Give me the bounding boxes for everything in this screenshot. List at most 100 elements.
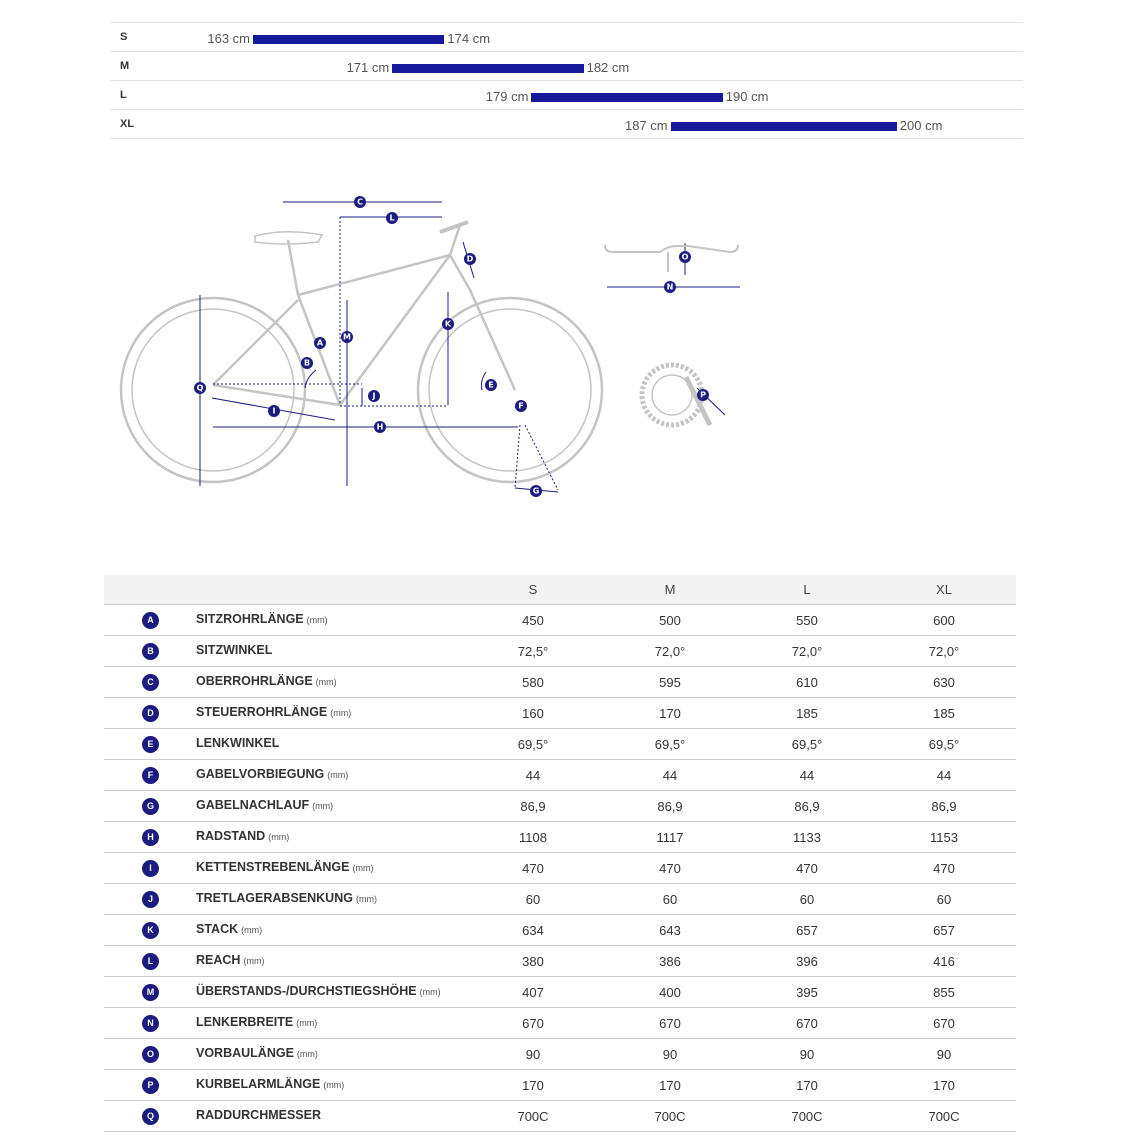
value-cell: 69,5°: [517, 737, 549, 752]
value-cell: 610: [796, 675, 818, 690]
value-cell: 500: [659, 613, 681, 628]
table-row: F GABELVORBIEGUNG (mm) 44 44 44 44: [104, 760, 1016, 791]
dimension-name: OBERROHRLÄNGE (mm): [196, 674, 337, 688]
table-row: B SITZWINKEL 72,5° 72,0° 72,0° 72,0°: [104, 636, 1016, 667]
marker: [314, 337, 326, 349]
value-cell: 380: [522, 954, 544, 969]
column-header: XL: [936, 582, 952, 597]
name-text: LENKWINKEL: [196, 736, 280, 750]
letter-badge: Q: [142, 1108, 159, 1125]
value-cell: 69,5°: [928, 737, 960, 752]
table-row: D STEUERROHRLÄNGE (mm) 160 170 185 185: [104, 698, 1016, 729]
unit: (mm): [296, 1049, 318, 1059]
table-row: O VORBAULÄNGE (mm) 90 90 90 90: [104, 1039, 1016, 1070]
marker: [368, 390, 380, 402]
value-cell: 470: [659, 861, 681, 876]
letter-badge: I: [142, 860, 159, 877]
frame: [212, 220, 517, 407]
unit: (mm): [306, 615, 328, 625]
value-cell: 170: [659, 706, 681, 721]
value-cell: 1133: [793, 830, 821, 845]
value-cell: 450: [522, 613, 544, 628]
value-cell: 86,9: [657, 799, 683, 814]
name-text: ÜBERSTANDS-/DURCHSTIEGSHÖHE: [196, 984, 417, 998]
value-cell: 670: [933, 1016, 955, 1031]
min-height-label: 179 cm: [485, 89, 529, 104]
marker: [386, 212, 398, 224]
dimension-name: REACH (mm): [196, 953, 264, 967]
value-cell: 86,9: [931, 799, 957, 814]
letter-badge: F: [142, 767, 159, 784]
dimension-name: STEUERROHRLÄNGE (mm): [196, 705, 351, 719]
marker: [679, 251, 691, 263]
value-cell: 670: [796, 1016, 818, 1031]
value-cell: 386: [659, 954, 681, 969]
value-cell: 416: [933, 954, 955, 969]
letter-badge: A: [142, 612, 159, 629]
marker: [301, 357, 313, 369]
value-cell: 643: [659, 923, 681, 938]
table-row: I KETTENSTREBENLÄNGE (mm) 470 470 470 470: [104, 853, 1016, 884]
value-cell: 407: [522, 985, 544, 1000]
value-cell: 60: [525, 892, 541, 907]
value-cell: 700C: [517, 1109, 549, 1124]
letter-badge: H: [142, 829, 159, 846]
max-height-label: 200 cm: [899, 118, 943, 133]
value-cell: 44: [525, 768, 541, 783]
letter-badge: J: [142, 891, 159, 908]
value-cell: 550: [796, 613, 818, 628]
rear-rim: [131, 308, 295, 472]
unit: (mm): [327, 770, 349, 780]
name-text: REACH: [196, 953, 241, 967]
letter-badge: G: [142, 798, 159, 815]
table-row: L REACH (mm) 380 386 396 416: [104, 946, 1016, 977]
unit: (mm): [355, 894, 377, 904]
table-row: H RADSTAND (mm) 1108 1117 1133 1153: [104, 822, 1016, 853]
value-cell: 72,0°: [654, 644, 686, 659]
size-row: L 179 cm 190 cm: [110, 81, 1023, 110]
value-cell: 700C: [654, 1109, 686, 1124]
name-text: RADDURCHMESSER: [196, 1108, 322, 1122]
value-cell: 1153: [930, 830, 958, 845]
value-cell: 69,5°: [791, 737, 823, 752]
marker: [464, 253, 476, 265]
name-text: TRETLAGERABSENKUNG: [196, 891, 353, 905]
value-cell: 1108: [519, 830, 547, 845]
marker: [268, 405, 280, 417]
max-height-label: 174 cm: [447, 31, 491, 46]
column-header: L: [803, 582, 811, 597]
unit: (mm): [296, 1018, 318, 1028]
value-cell: 185: [796, 706, 818, 721]
table-row: J TRETLAGERABSENKUNG (mm) 60 60 60 60: [104, 884, 1016, 915]
value-cell: 60: [662, 892, 678, 907]
marker-letter: B: [304, 359, 310, 368]
letter-markers: A B C D E F G H I J K L M N O P Q: [194, 196, 709, 497]
value-cell: 170: [659, 1078, 681, 1093]
min-height-label: 163 cm: [207, 31, 250, 46]
dimension-name: GABELNACHLAUF (mm): [196, 798, 333, 812]
marker: [530, 485, 542, 497]
name-text: GABELNACHLAUF: [196, 798, 310, 812]
name-text: KURBELARMLÄNGE: [196, 1077, 321, 1091]
letter-badge: C: [142, 674, 159, 691]
value-cell: 44: [662, 768, 678, 783]
marker-letter: G: [533, 487, 540, 496]
table-row: P KURBELARMLÄNGE (mm) 170 170 170 170: [104, 1070, 1016, 1101]
table-header: S M L XL: [104, 575, 1016, 605]
value-cell: 170: [522, 1078, 544, 1093]
value-cell: 470: [933, 861, 955, 876]
name-text: SITZWINKEL: [196, 643, 273, 657]
front-rim: [428, 308, 592, 472]
marker: [341, 331, 353, 343]
unit: (mm): [241, 925, 263, 935]
letter-badge: N: [142, 1015, 159, 1032]
value-cell: 72,0°: [791, 644, 823, 659]
table-row: E LENKWINKEL 69,5° 69,5° 69,5° 69,5°: [104, 729, 1016, 760]
value-cell: 69,5°: [654, 737, 686, 752]
value-cell: 400: [659, 985, 681, 1000]
dimension-name: ÜBERSTANDS-/DURCHSTIEGSHÖHE (mm): [196, 984, 441, 998]
marker-letter: H: [377, 423, 384, 432]
value-cell: 855: [933, 985, 955, 1000]
value-cell: 700C: [791, 1109, 823, 1124]
